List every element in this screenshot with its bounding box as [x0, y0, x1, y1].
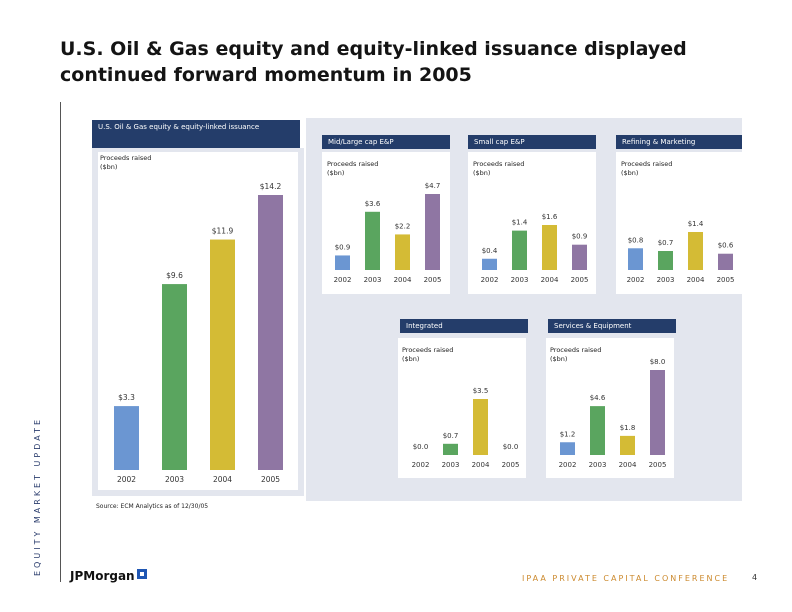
refining-ylabel: Proceeds raised ($bn) — [621, 160, 672, 177]
integrated-chart-header: Integrated — [400, 319, 528, 333]
total-tick-2003: 2003 — [165, 475, 184, 484]
integrated-tick-2002: 2002 — [412, 461, 430, 469]
services-bar-2005 — [650, 370, 665, 455]
services-ylabel: Proceeds raised ($bn) — [550, 346, 601, 363]
brand-logo: JPMorgan — [70, 569, 135, 583]
services-tick-2005: 2005 — [649, 461, 667, 469]
total-chart-header: U.S. Oil & Gas equity & equity-linked is… — [92, 120, 300, 148]
refining-data-label-2003: $0.7 — [658, 239, 674, 247]
integrated-ylabel: Proceeds raised ($bn) — [402, 346, 453, 363]
midlarge-tick-2003: 2003 — [364, 276, 382, 284]
integrated-chart-area — [398, 338, 526, 478]
integrated-tick-2003: 2003 — [442, 461, 460, 469]
midlarge-bar-2004 — [395, 234, 410, 270]
total-tick-2005: 2005 — [261, 475, 280, 484]
page-number: 4 — [752, 573, 758, 582]
refining-tick-2005: 2005 — [717, 276, 735, 284]
refining-bar-2004 — [688, 232, 703, 270]
services-data-label-2003: $4.6 — [590, 394, 606, 402]
integrated-bar-2003 — [443, 443, 458, 455]
refining-bar-2003 — [658, 251, 673, 270]
smallcap-tick-2003: 2003 — [511, 276, 529, 284]
smallcap-chart-header: Small cap E&P — [468, 135, 596, 149]
smallcap-tick-2004: 2004 — [541, 276, 559, 284]
smallcap-ylabel: Proceeds raised ($bn) — [473, 160, 524, 177]
total-tick-2004: 2004 — [213, 475, 232, 484]
services-bar-2002 — [560, 442, 575, 455]
midlarge-tick-2002: 2002 — [334, 276, 352, 284]
total-ylabel: Proceeds raised ($bn) — [100, 154, 151, 171]
midlarge-data-label-2005: $4.7 — [425, 182, 441, 190]
midlarge-bar-2003 — [365, 211, 380, 270]
midlarge-bar-2002 — [335, 255, 350, 270]
integrated-data-label-2003: $0.7 — [443, 432, 459, 440]
services-data-label-2005: $8.0 — [650, 358, 666, 366]
integrated-data-label-2002: $0.0 — [413, 443, 429, 451]
smallcap-data-label-2003: $1.4 — [512, 219, 528, 227]
total-data-label-2004: $11.9 — [212, 227, 234, 236]
refining-data-label-2005: $0.6 — [718, 242, 734, 250]
refining-bar-2005 — [718, 253, 733, 270]
services-tick-2004: 2004 — [619, 461, 637, 469]
midlarge-data-label-2004: $2.2 — [395, 222, 411, 230]
refining-tick-2003: 2003 — [657, 276, 675, 284]
services-chart-header: Services & Equipment — [548, 319, 676, 333]
refining-tick-2004: 2004 — [687, 276, 705, 284]
services-tick-2003: 2003 — [589, 461, 607, 469]
smallcap-data-label-2005: $0.9 — [572, 233, 588, 241]
refining-bar-2002 — [628, 248, 643, 270]
services-data-label-2004: $1.8 — [620, 424, 636, 432]
refining-data-label-2002: $0.8 — [628, 236, 644, 244]
total-bar-2005 — [258, 195, 283, 470]
smallcap-data-label-2004: $1.6 — [542, 213, 558, 221]
integrated-data-label-2005: $0.0 — [503, 443, 519, 451]
page-title: U.S. Oil & Gas equity and equity-linked … — [60, 38, 687, 86]
conference-name: IPAA PRIVATE CAPITAL CONFERENCE — [522, 574, 730, 583]
side-divider — [60, 102, 61, 582]
total-data-label-2005: $14.2 — [260, 182, 282, 191]
services-tick-2002: 2002 — [559, 461, 577, 469]
total-data-label-2003: $9.6 — [166, 271, 183, 280]
smallcap-tick-2002: 2002 — [481, 276, 499, 284]
smallcap-chart-area — [468, 152, 596, 294]
midlarge-bar-2005 — [425, 194, 440, 270]
total-bar-2004 — [210, 239, 235, 470]
refining-tick-2002: 2002 — [627, 276, 645, 284]
source-note: Source: ECM Analytics as of 12/30/05 — [96, 503, 209, 510]
smallcap-data-label-2002: $0.4 — [482, 247, 498, 255]
refining-data-label-2004: $1.4 — [688, 220, 704, 228]
total-bar-2003 — [162, 284, 187, 470]
services-data-label-2002: $1.2 — [560, 430, 576, 438]
services-bar-2004 — [620, 435, 635, 455]
total-bar-2002 — [114, 406, 139, 470]
services-bar-2003 — [590, 406, 605, 455]
midlarge-tick-2005: 2005 — [424, 276, 442, 284]
smallcap-bar-2005 — [572, 244, 587, 270]
midlarge-chart-header: Mid/Large cap E&P — [322, 135, 450, 149]
brand-logo-mark — [137, 569, 147, 579]
smallcap-tick-2005: 2005 — [571, 276, 589, 284]
midlarge-data-label-2002: $0.9 — [335, 243, 351, 251]
total-tick-2002: 2002 — [117, 475, 136, 484]
midlarge-ylabel: Proceeds raised ($bn) — [327, 160, 378, 177]
midlarge-tick-2004: 2004 — [394, 276, 412, 284]
midlarge-data-label-2003: $3.6 — [365, 200, 381, 208]
integrated-bar-2004 — [473, 399, 488, 455]
refining-chart-header: Refining & Marketing — [616, 135, 742, 149]
smallcap-bar-2003 — [512, 230, 527, 270]
integrated-tick-2004: 2004 — [472, 461, 490, 469]
refining-chart-area — [616, 152, 742, 294]
smallcap-bar-2002 — [482, 258, 497, 270]
total-data-label-2002: $3.3 — [118, 393, 135, 402]
integrated-data-label-2004: $3.5 — [473, 387, 489, 395]
integrated-tick-2005: 2005 — [502, 461, 520, 469]
smallcap-bar-2004 — [542, 225, 557, 270]
